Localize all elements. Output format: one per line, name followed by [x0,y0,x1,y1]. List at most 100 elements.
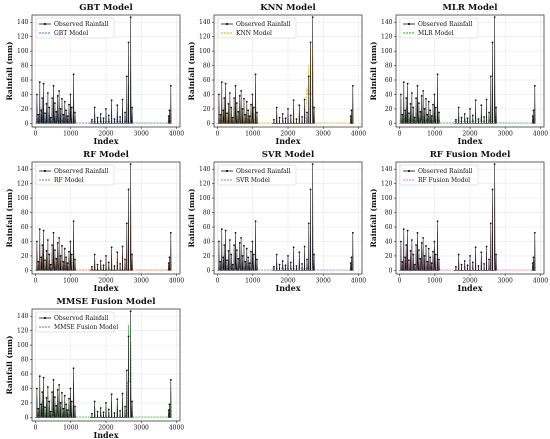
y-tick-label: 60 [385,224,393,231]
observed-point [273,118,275,121]
observed-point [429,256,432,259]
series-model-line [217,226,354,270]
observed-point [224,229,227,232]
observed-point [252,106,255,109]
panel-mmse-fusion: MMSE Fusion Model 0 20 40 60 80 100 120 140 0 1000… [5,297,184,439]
legend-label-observed: Observed Rainfall [54,168,109,175]
observed-point [412,106,415,109]
observed-point [408,259,410,262]
x-tick-label: 4000 [351,278,366,285]
observed-point [241,108,244,110]
observed-point [40,256,43,259]
x-tick-label: 3000 [134,278,149,285]
y-tick-label: 140 [17,313,29,320]
plot-area [35,310,172,418]
observed-point [54,249,56,252]
observed-point [46,386,49,388]
observed-point [275,106,278,109]
observed-point [532,256,535,259]
observed-point [350,256,353,259]
observed-point [96,263,99,266]
x-axis-label: Index [275,283,300,293]
observed-point [129,163,132,166]
observed-point [278,116,281,119]
plot-frame [395,161,545,275]
plot-area [35,163,172,271]
series-observed-line [217,164,354,271]
y-tick-label: 100 [381,48,393,55]
observed-point [251,240,254,243]
observed-point [401,260,404,263]
panel-knn: KNN Model 0 20 40 60 80 100 120 140 0 1000 2000 3000… [187,3,366,146]
observed-point [301,262,303,265]
observed-point [224,82,227,85]
y-axis-label: Rainfall (mm) [5,189,14,248]
observed-point [44,112,46,115]
observed-point [219,113,222,116]
observed-point [408,112,410,115]
legend-label-model: RF Model [54,177,84,184]
observed-point [105,402,107,404]
observed-point [531,262,534,265]
observed-point [460,116,463,119]
observed-point [247,256,250,259]
plot-frame [213,14,363,128]
observed-point [48,400,51,403]
observed-point [116,398,119,401]
x-tick-label: 0 [398,278,402,285]
x-tick-label: 0 [34,131,38,138]
observed-point [55,257,58,260]
panel-svr: SVR Model 0 20 40 60 80 100 120 140 0 1000 2000 3000… [187,150,366,293]
observed-point [52,84,55,87]
y-tick-label: 0 [389,120,393,127]
plot-area [35,16,172,124]
observed-point [121,245,124,248]
observed-point [311,16,314,19]
observed-point [292,246,295,249]
observed-point [169,84,172,87]
observed-point [46,239,49,241]
y-axis-label: Rainfall (mm) [5,42,14,101]
y-tick-label: 60 [203,77,211,84]
x-tick-label: 4000 [169,131,184,138]
observed-point [42,376,45,379]
y-tick-label: 20 [385,253,393,260]
observed-point [61,391,63,394]
observed-point [474,246,477,249]
observed-point [93,253,96,256]
observed-point [227,102,230,105]
observed-point [70,400,73,403]
observed-point [70,253,73,256]
x-tick-label: 1000 [427,278,442,285]
observed-point [44,259,46,262]
observed-point [52,378,55,381]
legend-box [399,164,479,186]
observed-point [99,113,102,115]
observed-point [99,260,102,262]
legend-box [35,17,115,39]
observed-point [434,253,437,256]
panel-rf-fusion: RF Fusion Model 0 20 40 60 80 100 120 140 0 1000 20… [369,150,548,293]
observed-point [455,118,457,121]
observed-point [169,231,172,234]
observed-point [65,256,68,259]
observed-point [59,255,62,257]
observed-point [243,97,245,100]
observed-point [219,260,222,263]
observed-point [303,98,306,101]
y-tick-label: 0 [207,120,211,127]
observed-point [419,257,422,260]
observed-point [96,410,99,413]
observed-point [405,97,408,99]
y-tick-label: 120 [17,328,29,335]
observed-point [533,231,536,234]
y-tick-label: 20 [203,106,211,113]
x-tick-label: 2000 [462,131,477,138]
observed-point [110,246,113,249]
observed-point [226,112,228,115]
observed-point [65,403,68,406]
observed-point [250,250,252,253]
observed-point [45,396,48,399]
observed-point [250,103,252,106]
observed-point [91,118,93,121]
